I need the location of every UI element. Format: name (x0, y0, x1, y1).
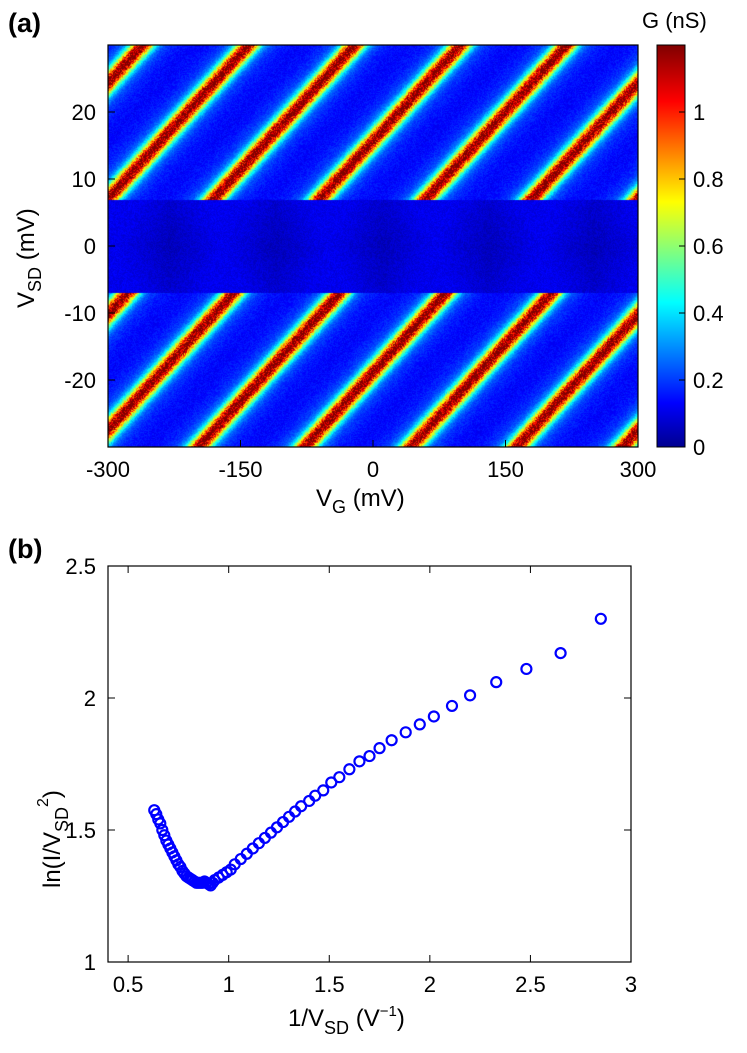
colorbar-title: G (nS) (642, 8, 707, 33)
scatter-point (353, 755, 366, 768)
colorbar-tick-label: 0.4 (693, 301, 724, 326)
colorbar-tick-label: 0.6 (693, 234, 724, 259)
scatter-xtick-label: 0.5 (113, 972, 144, 997)
scatter-point (463, 689, 477, 702)
heatmap-axes: -300 -150 0 150 300 20 10 0 -10 -20 (64, 44, 657, 482)
colorbar-tick-label: 0 (693, 435, 705, 460)
colorbar-tick-label: 0.8 (693, 167, 724, 192)
heatmap-ytick-label: -10 (64, 301, 96, 326)
scatter-ytick-label: 1 (84, 950, 96, 975)
scatter-point (154, 817, 167, 830)
heatmap-xtick-label: 150 (487, 457, 524, 482)
scatter-point (363, 749, 376, 763)
scatter-xtick-label: 1.5 (314, 972, 345, 997)
scatter-series (148, 612, 607, 892)
heatmap-ylabel: VSD (mV) (13, 208, 45, 308)
scatter-point (333, 771, 346, 784)
colorbar-tick-label: 1 (693, 100, 705, 125)
scatter-xtick-label: 2 (424, 972, 436, 997)
scatter-point (554, 647, 567, 660)
scatter-point (427, 710, 440, 723)
scatter-xtick-label: 3 (625, 972, 637, 997)
scatter-point (343, 763, 356, 776)
heatmap-xtick-label: -150 (218, 457, 262, 482)
heatmap-xtick-label: -300 (86, 457, 130, 482)
scatter-point (520, 662, 533, 676)
colorbar-ticks: 1 0.8 0.6 0.4 0.2 0 (679, 100, 724, 460)
scatter-ylabel: ln(I/VSD2) (35, 790, 72, 888)
scatter-plot-frame (107, 565, 632, 963)
panel-b-label: (b) (8, 534, 42, 564)
heatmap-ytick-label: -20 (64, 368, 96, 393)
scatter-point (317, 784, 330, 797)
scatter-ytick-label: 2 (84, 686, 96, 711)
scatter-point (385, 734, 398, 747)
scatter-axes: 0.5 1 1.5 2 2.5 3 1 1.5 2 2.5 (65, 554, 637, 997)
heatmap-xlabel: VG (mV) (316, 485, 405, 517)
heatmap-ytick-label: 0 (84, 234, 96, 259)
scatter-ytick-label: 1.5 (65, 818, 96, 843)
scatter-point (594, 612, 607, 625)
scatter-ytick-label: 2.5 (65, 554, 96, 579)
heatmap-xtick-label: 0 (367, 457, 379, 482)
scatter-xlabel: 1/VSD (V−1) (288, 1003, 405, 1038)
colorbar-tick-label: 0.2 (693, 368, 724, 393)
scatter-xtick-label: 2.5 (515, 972, 546, 997)
heatmap (108, 45, 638, 447)
scatter-xtick-label: 1 (223, 972, 235, 997)
heatmap-ytick-label: 20 (72, 100, 96, 125)
scatter-point (373, 742, 386, 755)
scatter-point (413, 718, 426, 731)
scatter-point (445, 699, 459, 713)
panel-a-label: (a) (8, 8, 41, 38)
heatmap-xtick-label: 300 (620, 457, 657, 482)
scatter-point (399, 726, 412, 739)
scatter-point (490, 676, 503, 689)
heatmap-ytick-label: 10 (72, 167, 96, 192)
